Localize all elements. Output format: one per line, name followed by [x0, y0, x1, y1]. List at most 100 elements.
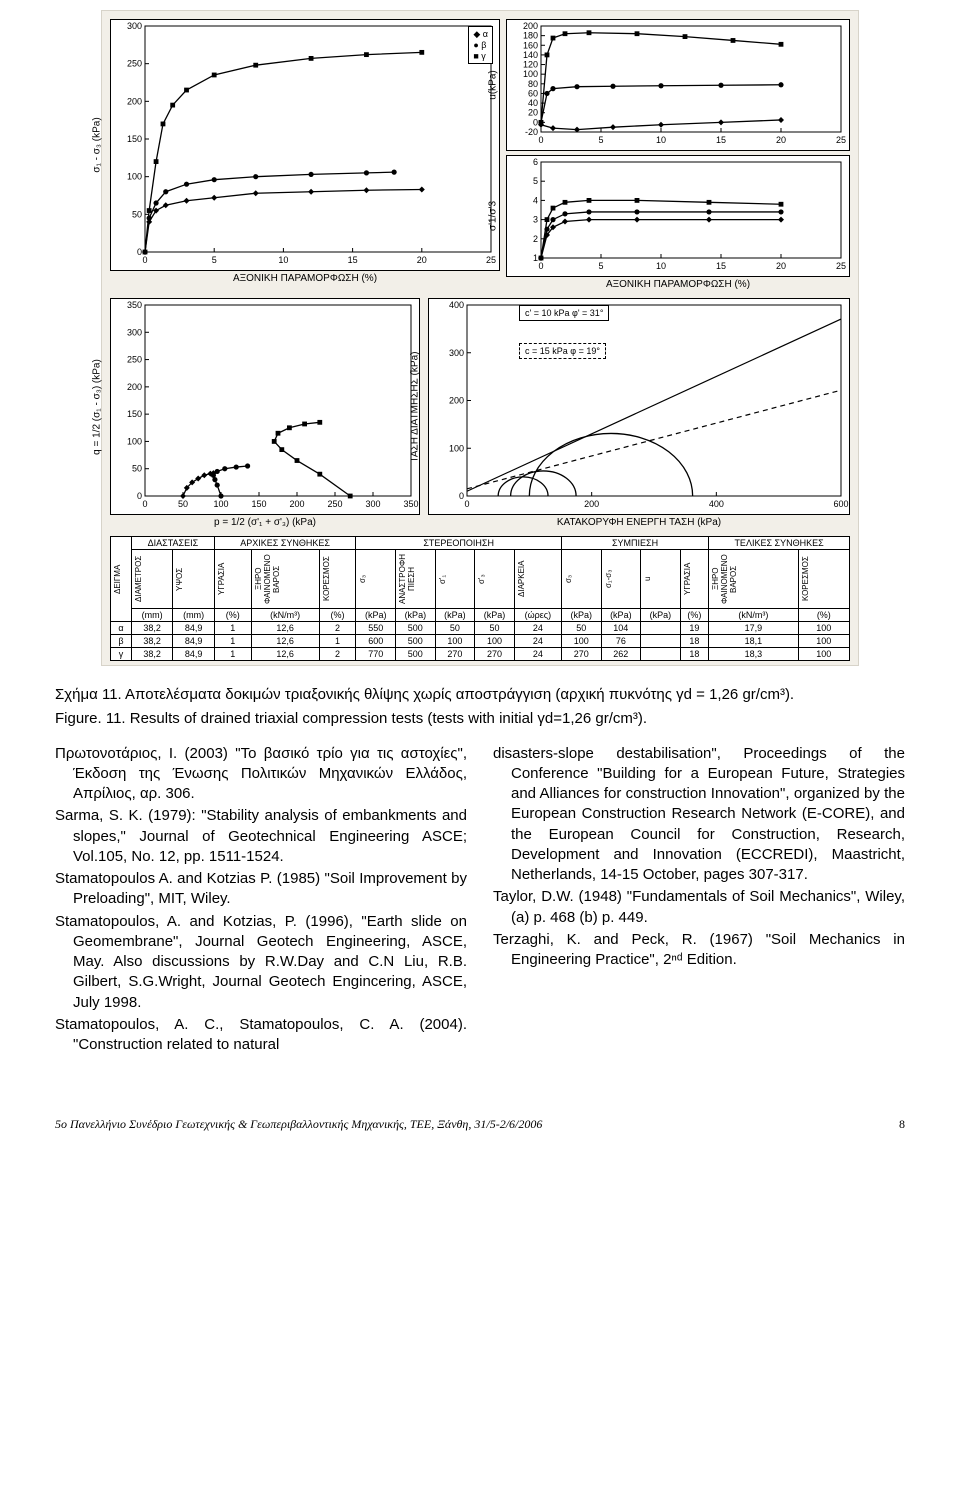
svg-text:0: 0: [464, 499, 469, 509]
svg-text:300: 300: [127, 21, 142, 31]
svg-text:5: 5: [598, 135, 603, 145]
svg-text:0: 0: [538, 261, 543, 271]
svg-text:20: 20: [528, 108, 538, 118]
svg-text:300: 300: [449, 348, 464, 358]
svg-text:5: 5: [533, 176, 538, 186]
svg-text:0: 0: [142, 499, 147, 509]
table-row: γ38,284,9112,62770500270270242702621818,…: [111, 648, 850, 661]
svg-text:150: 150: [127, 409, 142, 419]
svg-text:100: 100: [449, 443, 464, 453]
svg-text:6: 6: [533, 157, 538, 167]
table-row: α38,284,9112,62550500505024501041917,910…: [111, 622, 850, 635]
svg-text:400: 400: [709, 499, 724, 509]
chart-c-xlabel: ΑΞΟΝΙΚΗ ΠΑΡΑΜΟΡΦΩΣΗ (%): [506, 279, 850, 290]
chart-b-ylabel: u(kPa): [488, 70, 499, 99]
mohr-env-dash-label: c = 15 kPa φ = 19°: [519, 343, 606, 359]
table-row: β38,284,9112,6160050010010024100761818,1…: [111, 635, 850, 648]
references: Πρωτονοτάριος, Ι. (2003) "Το βασικό τρίο…: [55, 744, 905, 1058]
svg-text:60: 60: [528, 88, 538, 98]
svg-text:120: 120: [523, 60, 538, 70]
svg-text:100: 100: [127, 172, 142, 182]
svg-text:10: 10: [278, 255, 288, 265]
chart-a-legend: ◆ α● β■ γ: [468, 26, 493, 64]
svg-text:25: 25: [486, 255, 496, 265]
reference-entry: Taylor, D.W. (1948) "Fundamentals of Soi…: [493, 887, 905, 928]
svg-text:50: 50: [132, 209, 142, 219]
svg-text:1: 1: [533, 253, 538, 263]
results-table: ΔΕΙΓΜΑΔΙΑΣΤΑΣΕΙΣΑΡΧΙΚΕΣ ΣΥΝΘΗΚΕΣΣΤΕΡΕΟΠΟ…: [110, 536, 850, 661]
svg-text:0: 0: [137, 491, 142, 501]
svg-text:180: 180: [523, 31, 538, 41]
reference-entry: Πρωτονοτάριος, Ι. (2003) "Το βασικό τρίο…: [55, 744, 467, 805]
figure-scan: 0510152025050100150200250300 σ₁ - σ₃ (kP…: [101, 10, 859, 666]
chart-stress-strain: 0510152025050100150200250300 σ₁ - σ₃ (kP…: [110, 19, 500, 271]
svg-text:200: 200: [289, 499, 304, 509]
svg-text:300: 300: [365, 499, 380, 509]
svg-text:0: 0: [538, 135, 543, 145]
svg-text:200: 200: [449, 396, 464, 406]
svg-text:150: 150: [251, 499, 266, 509]
svg-text:20: 20: [417, 255, 427, 265]
svg-text:100: 100: [213, 499, 228, 509]
svg-text:25: 25: [836, 261, 846, 271]
svg-text:2: 2: [533, 234, 538, 244]
reference-entry: Stamatopoulos A. and Kotzias P. (1985) "…: [55, 869, 467, 910]
svg-text:15: 15: [348, 255, 358, 265]
svg-text:0: 0: [142, 255, 147, 265]
svg-text:80: 80: [528, 79, 538, 89]
svg-text:3: 3: [533, 215, 538, 225]
mohr-env-solid-label: c' = 10 kPa φ' = 31°: [519, 305, 609, 321]
svg-text:140: 140: [523, 50, 538, 60]
svg-text:15: 15: [716, 135, 726, 145]
chart-a-xlabel: ΑΞΟΝΙΚΗ ΠΑΡΑΜΟΡΦΩΣΗ (%): [110, 273, 500, 284]
svg-text:250: 250: [127, 355, 142, 365]
chart-a-ylabel: σ₁ - σ₃ (kPa): [92, 117, 103, 172]
svg-text:-20: -20: [525, 127, 538, 137]
chart-porepressure: 0510152025-20020406080100120140160180200…: [506, 19, 850, 151]
page-footer: 5ο Πανελλήνιο Συνέδριο Γεωτεχνικής & Γεω…: [55, 1117, 905, 1132]
footer-text: 5ο Πανελλήνιο Συνέδριο Γεωτεχνικής & Γεω…: [55, 1117, 542, 1132]
chart-pq-path: 0501001502002503003500501001502002503003…: [110, 298, 420, 515]
svg-text:100: 100: [523, 69, 538, 79]
reference-entry: Terzaghi, K. and Peck, R. (1967) "Soil M…: [493, 930, 905, 971]
svg-text:200: 200: [584, 499, 599, 509]
svg-text:50: 50: [178, 499, 188, 509]
svg-text:50: 50: [132, 464, 142, 474]
svg-text:0: 0: [533, 117, 538, 127]
reference-entry: Sarma, S. K. (1979): "Stability analysis…: [55, 806, 467, 867]
svg-text:20: 20: [776, 261, 786, 271]
svg-text:400: 400: [449, 300, 464, 310]
svg-text:250: 250: [127, 59, 142, 69]
svg-text:300: 300: [127, 327, 142, 337]
svg-text:250: 250: [327, 499, 342, 509]
chart-pq-xlabel: p = 1/2 (σ'₁ + σ'₃) (kPa): [110, 517, 420, 528]
svg-text:10: 10: [656, 261, 666, 271]
svg-text:600: 600: [833, 499, 848, 509]
reference-entry: Stamatopoulos, A. C., Stamatopoulos, C. …: [55, 1015, 467, 1056]
svg-text:40: 40: [528, 98, 538, 108]
chart-pq-ylabel: q = 1/2 (σ₁ - σ₃) (kPa): [92, 359, 103, 455]
references-right-col: disasters-slope destabilisation", Procee…: [493, 744, 905, 1058]
svg-text:25: 25: [836, 135, 846, 145]
svg-text:160: 160: [523, 40, 538, 50]
caption-english: Figure. 11. Results of drained triaxial …: [55, 708, 905, 730]
svg-text:5: 5: [212, 255, 217, 265]
chart-mohr-xlabel: ΚΑΤΑΚΟΡΥΦΗ ΕΝΕΡΓΗ ΤΑΣΗ (kPa): [428, 517, 850, 528]
svg-text:150: 150: [127, 134, 142, 144]
svg-text:350: 350: [403, 499, 418, 509]
svg-text:4: 4: [533, 195, 538, 205]
svg-text:15: 15: [716, 261, 726, 271]
svg-text:350: 350: [127, 300, 142, 310]
chart-stress-ratio: 0510152025123456 σ'1/σ'3: [506, 155, 850, 277]
svg-text:5: 5: [598, 261, 603, 271]
chart-mohr-ylabel: ΤΑΣΗ ΔΙΑΤΜΗΣΗΣ (kPa): [410, 351, 421, 462]
svg-text:200: 200: [523, 21, 538, 31]
svg-text:0: 0: [137, 247, 142, 257]
svg-text:20: 20: [776, 135, 786, 145]
caption-greek: Σχήμα 11. Αποτελέσματα δοκιμών τριαξονικ…: [55, 684, 905, 706]
svg-text:200: 200: [127, 96, 142, 106]
chart-mohr: 02004006000100200300400 ΤΑΣΗ ΔΙΑΤΜΗΣΗΣ (…: [428, 298, 850, 515]
chart-c-ylabel: σ'1/σ'3: [488, 201, 499, 231]
references-left-col: Πρωτονοτάριος, Ι. (2003) "Το βασικό τρίο…: [55, 744, 467, 1058]
page: 0510152025050100150200250300 σ₁ - σ₃ (kP…: [0, 0, 960, 1498]
